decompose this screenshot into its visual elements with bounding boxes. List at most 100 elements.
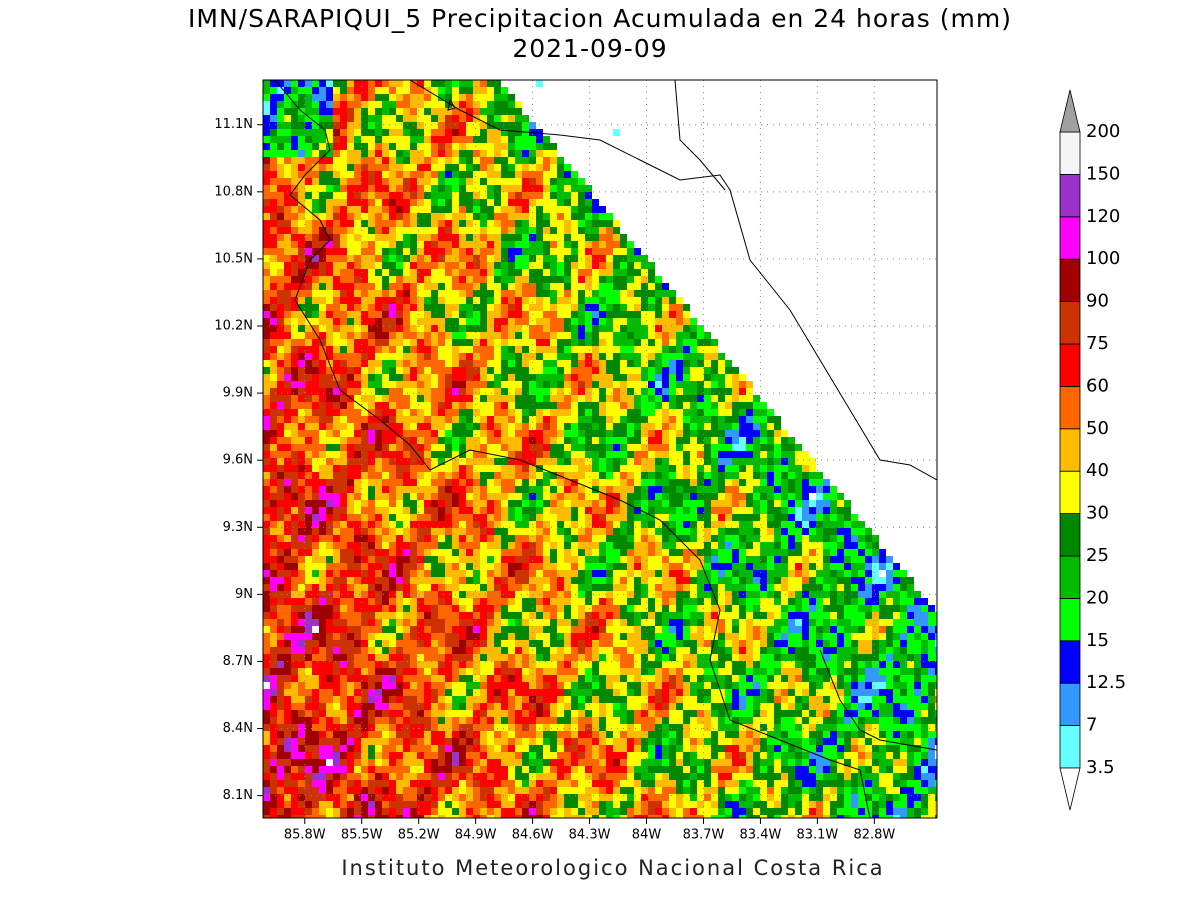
precip-cell xyxy=(270,192,278,200)
precip-cell xyxy=(886,213,894,221)
precip-cell xyxy=(312,402,320,410)
precip-cell xyxy=(620,409,628,417)
precip-cell xyxy=(788,171,796,179)
precip-cell xyxy=(907,108,915,116)
precip-cell xyxy=(417,402,425,410)
precip-cell xyxy=(585,136,593,144)
precip-cell xyxy=(872,171,880,179)
precip-cell xyxy=(865,80,873,88)
precip-cell xyxy=(263,416,271,424)
precip-cell xyxy=(711,122,719,130)
precip-cell xyxy=(725,164,733,172)
precip-cell xyxy=(830,101,838,109)
precip-cell xyxy=(599,178,607,186)
precip-cell xyxy=(347,430,355,438)
precip-cell xyxy=(466,430,474,438)
precip-cell xyxy=(431,416,439,424)
precip-cell xyxy=(396,227,404,235)
precip-cell xyxy=(879,164,887,172)
precip-cell xyxy=(802,192,810,200)
precip-cell xyxy=(893,318,901,326)
precip-cell xyxy=(445,157,453,165)
precip-cell xyxy=(781,136,789,144)
precip-cell xyxy=(466,80,474,88)
precip-cell xyxy=(347,437,355,445)
precip-cell xyxy=(627,325,635,333)
precip-cell xyxy=(466,94,474,102)
precip-cell xyxy=(466,122,474,130)
precip-cell xyxy=(711,94,719,102)
precip-cell xyxy=(648,94,656,102)
precip-cell xyxy=(557,297,565,305)
precip-cell xyxy=(508,409,516,417)
precip-cell xyxy=(655,402,663,410)
precip-cell xyxy=(480,353,488,361)
precip-cell xyxy=(375,213,383,221)
precip-cell xyxy=(711,206,719,214)
precip-cell xyxy=(914,171,922,179)
precip-cell xyxy=(732,115,740,123)
precip-cell xyxy=(851,374,859,382)
precip-cell xyxy=(886,101,894,109)
precip-cell xyxy=(410,262,418,270)
precip-cell xyxy=(767,402,775,410)
precip-cell xyxy=(837,234,845,242)
precip-cell xyxy=(585,164,593,172)
precip-cell xyxy=(732,143,740,151)
precip-cell xyxy=(662,87,670,95)
precip-cell xyxy=(333,150,341,158)
precip-cell xyxy=(620,276,628,284)
precip-cell xyxy=(445,360,453,368)
precip-cell xyxy=(354,430,362,438)
precip-cell xyxy=(578,206,586,214)
precip-cell xyxy=(879,248,887,256)
precip-cell xyxy=(263,143,271,151)
precip-cell xyxy=(578,402,586,410)
precip-cell xyxy=(550,199,558,207)
precip-cell xyxy=(627,346,635,354)
precip-cell xyxy=(711,178,719,186)
precip-cell xyxy=(865,185,873,193)
precip-cell xyxy=(417,339,425,347)
precip-cell xyxy=(893,164,901,172)
precip-cell xyxy=(676,360,684,368)
precip-cell xyxy=(606,80,614,88)
precip-cell xyxy=(788,304,796,312)
precip-cell xyxy=(921,185,929,193)
precip-cell xyxy=(921,423,929,431)
precip-cell xyxy=(375,409,383,417)
precip-cell xyxy=(459,157,467,165)
precip-cell xyxy=(375,206,383,214)
precip-cell xyxy=(550,136,558,144)
precip-cell xyxy=(753,171,761,179)
precip-cell xyxy=(354,171,362,179)
precip-cell xyxy=(830,318,838,326)
precip-cell xyxy=(347,283,355,291)
precip-cell xyxy=(935,304,943,312)
precip-cell xyxy=(816,108,824,116)
precip-cell xyxy=(844,304,852,312)
precip-cell xyxy=(662,353,670,361)
precip-cell xyxy=(515,374,523,382)
precip-cell xyxy=(536,164,544,172)
precip-cell xyxy=(620,360,628,368)
precip-cell xyxy=(886,346,894,354)
precip-cell xyxy=(571,283,579,291)
precip-cell xyxy=(340,311,348,319)
precip-cell xyxy=(270,248,278,256)
precip-cell xyxy=(403,248,411,256)
precip-cell xyxy=(858,276,866,284)
precip-cell xyxy=(704,150,712,158)
precip-cell xyxy=(473,395,481,403)
precip-cell xyxy=(606,241,614,249)
precip-cell xyxy=(732,122,740,130)
precip-cell xyxy=(634,269,642,277)
precip-cell xyxy=(396,367,404,375)
precip-cell xyxy=(739,360,747,368)
precip-cell xyxy=(837,276,845,284)
precip-cell xyxy=(389,178,397,186)
precip-cell xyxy=(781,423,789,431)
precip-cell xyxy=(368,269,376,277)
precip-cell xyxy=(543,192,551,200)
precip-cell xyxy=(466,374,474,382)
